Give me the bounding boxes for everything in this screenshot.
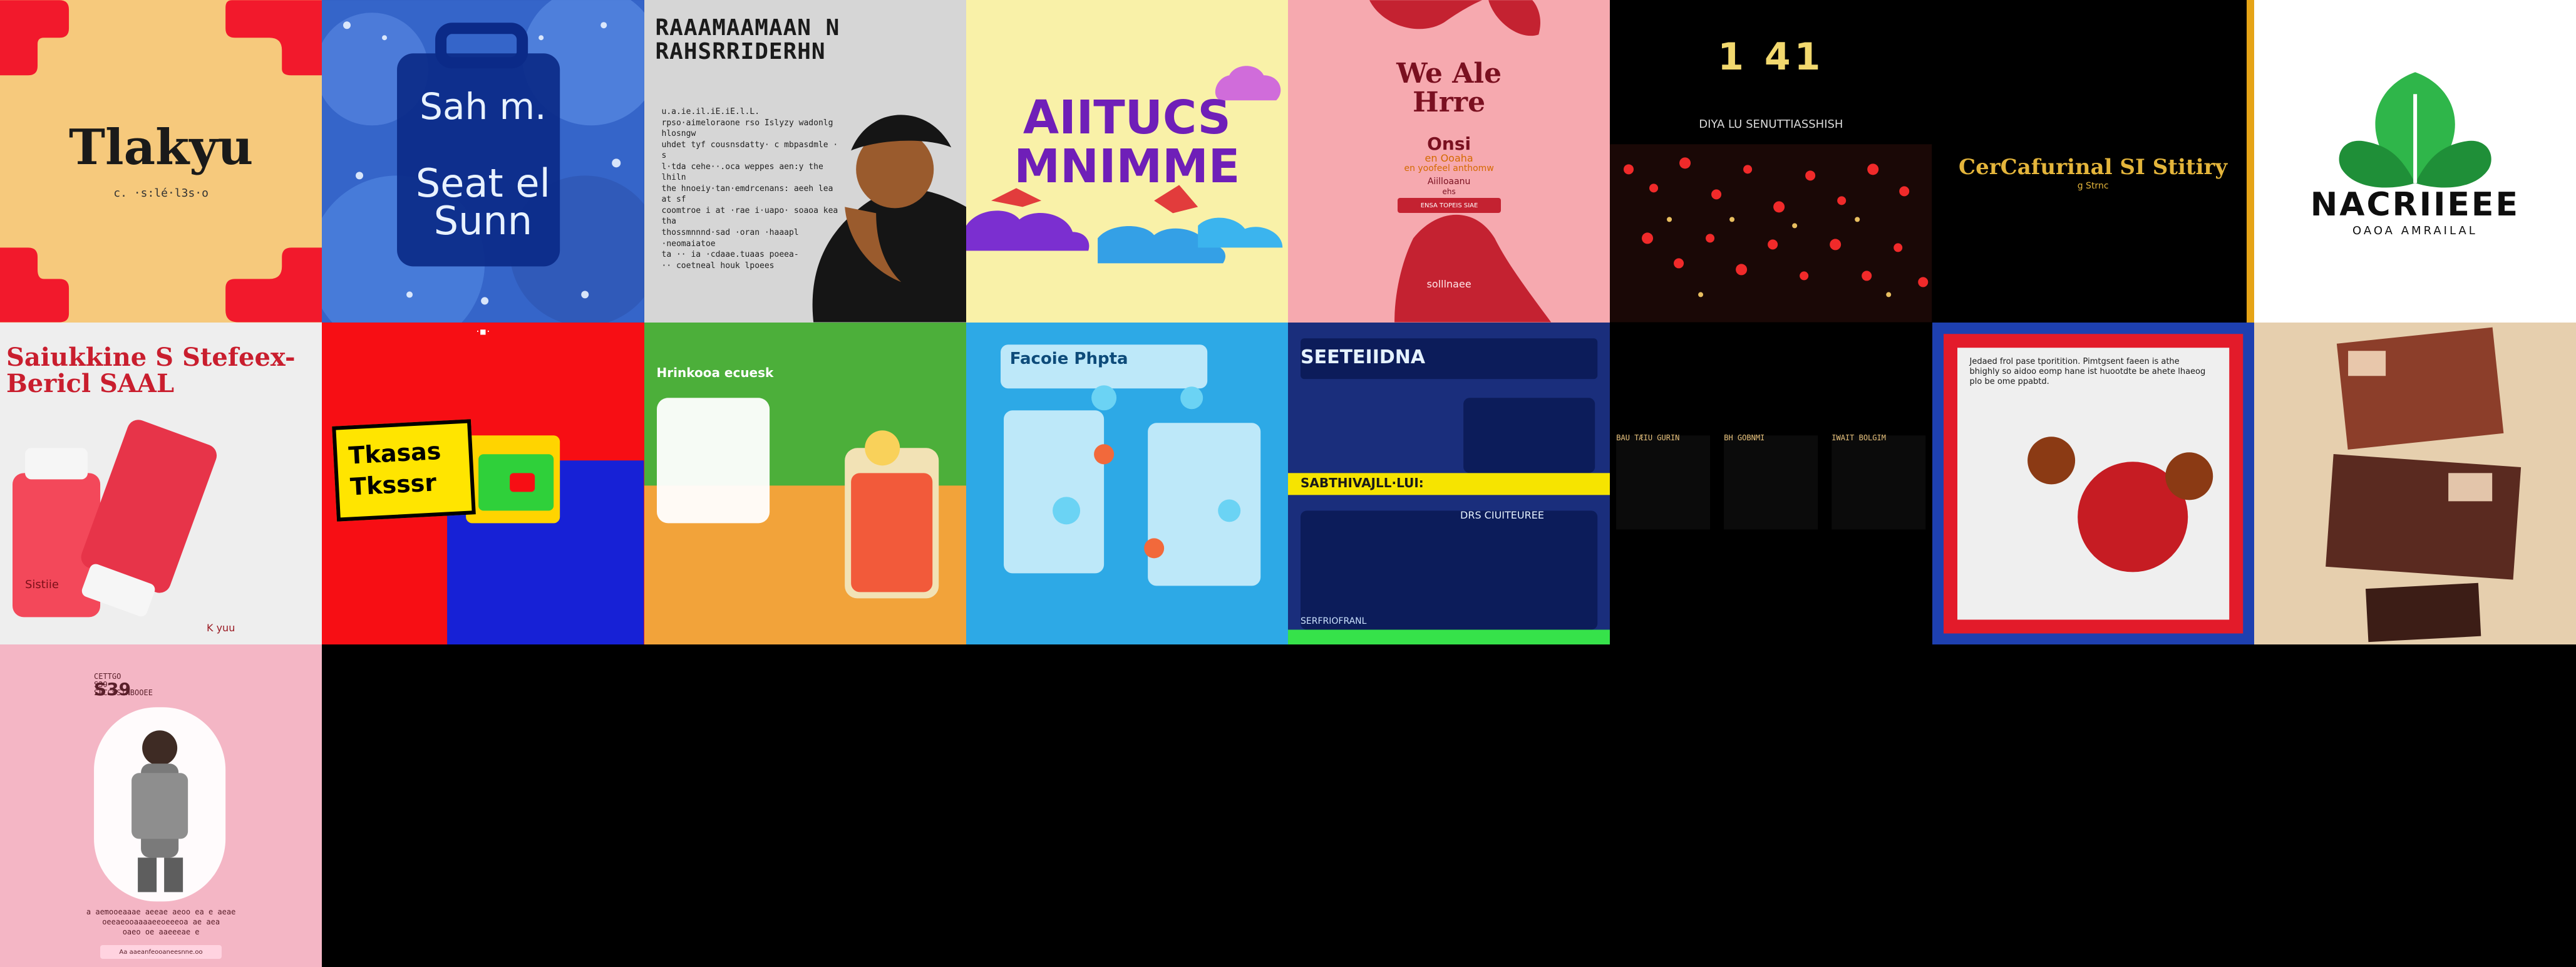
tile-2-line-1: Sah m. [420,85,547,128]
tile-14-col-3: IWAIT BOLGIM [1832,433,1886,442]
tile-14-col-2: BH GOBNMI [1724,433,1765,442]
dark-columns [1616,435,1926,530]
tile-5-button-label: ENSA TOPEIS SIAE [1420,202,1478,209]
tile-7-gold-text: CerCafurinal SI Stitiry g Strnc [1932,0,2254,323]
empty-cell [1610,644,1932,967]
tile-7-subtitle: g Strnc [2077,181,2109,191]
frame-and-spheres [1932,322,2254,645]
tile-16-photo-collage [2254,322,2576,645]
tile-7-side-bar [2246,0,2254,323]
tile-3-body: u.a.ie.il.iE.iE.l.L. rpso·aimeloraone rs… [661,107,838,271]
tile-17-top-text: CETTGO S39 SFCCSSINBOOEE [94,672,153,697]
empty-cell [644,644,966,967]
tile-9-cosmetics: Saiukkine S Stefeex- Bericl SAAL Sistiie… [0,322,322,645]
tile-9-brand: K yuu [207,621,235,634]
tile-5-sub-5: ehs [1442,187,1456,196]
tile-6-lights: 1 41 DIYA LU SENUTTIASSHISH [1610,0,1932,323]
tile-13-title: SEETEIIDNA [1301,346,1426,368]
tile-10-label-1: Tkasas [348,437,442,470]
tile-3-text-poster: RAAAMAAMAAN N RAHSRRIDERHN u.a.ie.il.iE.… [644,0,966,323]
tile-1-title: Tlakyu [68,119,254,176]
tile-8-logo: NACRIIEEE OAOA AMRAILAL [2254,0,2576,323]
tile-5-sub-3: en yoofeel anthomw [1404,163,1494,173]
tile-9-title: Saiukkine S Stefeex- Bericl SAAL [6,342,296,398]
tile-5-shapes [1369,0,1552,323]
tile-5-button[interactable]: ENSA TOPEIS SIAE [1398,198,1501,213]
tile-1-tlakyu: Tlakyu c. ·s:lé·l3s·o [0,0,322,323]
tile-12-text: Facoie Phpta [1009,349,1128,368]
tile-5-we-are-here: We Ale Hrre Onsi en Ooaha en yoofeel ant… [1288,0,1610,323]
tile-3-title: RAAAMAAMAAN N RAHSRRIDERHN [655,15,840,65]
tile-13-banner: SABTHIVAJLL·LUI: [1301,475,1424,490]
tile-5-sub-2: en Ooaha [1425,152,1473,164]
tile-17-price: S39 [94,679,131,700]
tile-6-subtitle: DIYA LU SENUTTIASSHISH [1699,118,1843,131]
tile-14-col-1: BAU TÆIU GURIN [1616,433,1680,442]
tile-4-headline: AIITUCS MNIMME [1014,91,1240,194]
tile-2-line-3: Sunn [433,198,532,244]
empty-cell [1288,644,1610,967]
tile-11-drink-ad: Hrinkooa ecuesk [644,322,966,645]
photo-collage [2254,322,2576,645]
tile-17-fashion: CETTGO S39 SFCCSSINBOOEE S39 a aemooeaaa… [0,644,322,967]
empty-cell [1932,644,2254,967]
tile-10-label-2: Tksssr [349,468,438,501]
tile-6-title: 1 41 [1718,35,1825,79]
clouds-and-birds [966,66,1282,264]
empty-cell [966,644,1288,967]
tile-4-colorful-headline: AIITUCS MNIMME [966,0,1288,323]
praying-figure [812,115,966,323]
tile-10-note: ·■· [475,326,492,337]
corner-shapes [0,0,322,323]
tile-5-footer: solllnaee [1426,278,1471,290]
tile-7-title: CerCafurinal SI Stitiry [1959,155,2228,180]
tile-15-text: Jedaed frol pase tporitition. Pimtgsent … [1969,356,2206,387]
tile-11-text: Hrinkooa ecuesk [656,365,774,380]
tile-17-caption: a aemooeaaae aeeae aeoo ea e aeae oeeaeo… [86,908,236,936]
cosmetics-products [0,322,322,645]
infographic-scene [966,322,1288,645]
tile-17-button-label: Aa aaeanfeooaneesnne.oo [119,948,203,956]
tile-1-subtitle: c. ·s:lé·l3s·o [113,187,209,200]
flyer-scene [1288,322,1610,645]
tile-10-colorful-blocks: Tkasas Tksssr ·■· [322,322,644,645]
tile-8-subtitle: OAOA AMRAILAL [2352,224,2478,237]
fashion-scene [0,644,322,967]
tile-17-button[interactable]: Aa aaeanfeooaneesnne.oo [100,945,222,959]
tile-13-link: SERFRIOFRANL [1301,616,1367,626]
tile-13-business-flyer: SEETEIIDNA SABTHIVAJLL·LUI: DRS CIUITEUR… [1288,322,1610,645]
leaf-logo [2339,72,2491,188]
bokeh-lights [1610,144,1932,323]
tile-14-dark-columns: BAU TÆIU GURIN BH GOBNMI IWAIT BOLGIM [1610,322,1932,645]
tile-5-title: We Ale Hrre [1396,58,1502,119]
tile-2-line-2: Seat el [415,160,550,206]
drink-ad-scene [644,322,966,645]
tile-2-snow-bag: Sah m. Seat el Sunn [322,0,644,323]
snow-scene [322,0,644,323]
tile-10-label-box: Tkasas Tksssr [332,418,477,522]
empty-cell [322,644,644,967]
tile-15-framed-poster: Jedaed frol pase tporitition. Pimtgsent … [1932,322,2254,645]
tile-5-sub-4: Aiilloaanu [1427,177,1471,187]
tile-9-product-label: Sistiie [25,577,59,591]
tile-5-sub-1: Onsi [1427,133,1471,154]
tile-8-title: NACRIIEEE [2310,186,2520,224]
tile-13-sub: DRS CIUITEUREE [1460,509,1544,521]
tile-12-infographic: Facoie Phpta [966,322,1288,645]
empty-cell [2254,644,2576,967]
